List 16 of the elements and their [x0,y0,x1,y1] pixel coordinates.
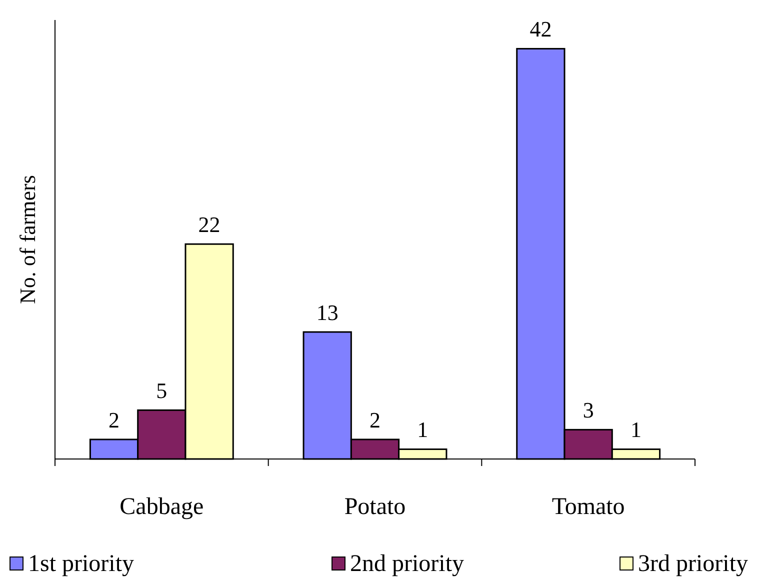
data-label: 1 [630,417,642,442]
data-label: 42 [530,16,552,42]
data-label: 2 [108,407,120,432]
legend-label: 3rd priority [638,551,748,577]
data-label: 5 [156,378,168,404]
data-label: 3 [582,398,594,423]
data-label: 1 [417,417,428,442]
x-tick-label: Potato [344,494,406,520]
legend-label: 2nd priority [350,551,464,577]
legend-label: 1st priority [28,551,134,577]
y-axis-title: No. of farmers [15,175,40,304]
data-label: 22 [198,212,220,238]
data-label: 2 [370,407,380,432]
x-tick-label: Tomato [552,494,625,520]
x-tick-label: Cabbage [120,494,204,520]
data-label: 13 [316,300,338,326]
